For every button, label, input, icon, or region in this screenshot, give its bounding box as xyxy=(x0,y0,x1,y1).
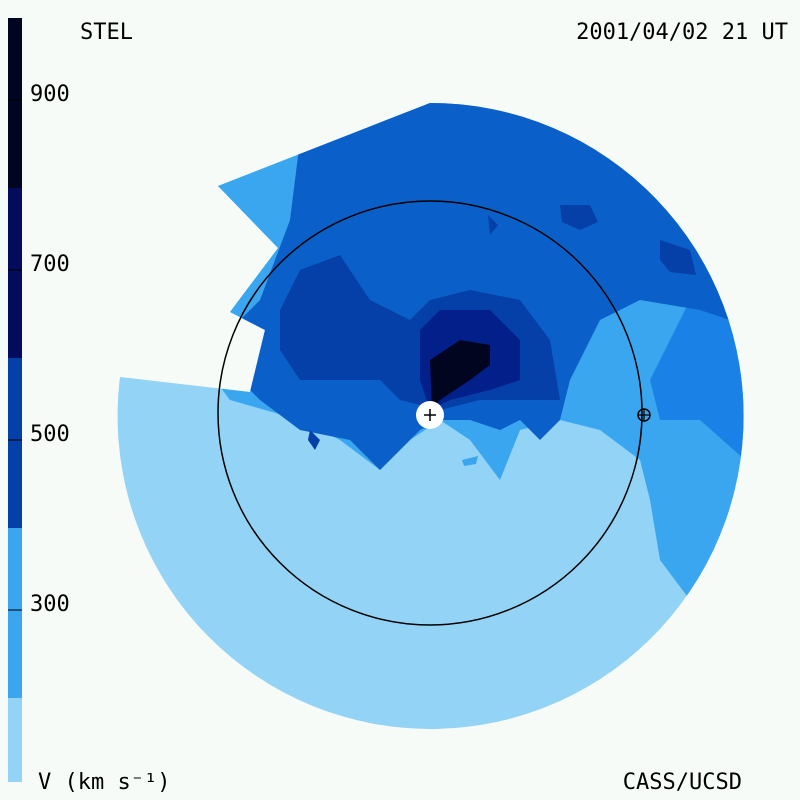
colorbar-band-4 xyxy=(8,528,22,698)
velocity-region xyxy=(560,205,598,230)
earth-orbit-circle xyxy=(217,200,643,626)
plus-icon xyxy=(416,401,444,429)
credit-label: CASS/UCSD xyxy=(622,770,742,795)
colorbar-band-2 xyxy=(8,188,22,358)
timestamp-label: 2001/04/02 21 UT xyxy=(576,20,788,45)
units-label: V (km s⁻¹) xyxy=(38,770,171,795)
velocity-region xyxy=(660,240,696,275)
colorbar-band-3 xyxy=(8,358,22,528)
colorbar-band-1 xyxy=(8,18,22,188)
velocity-region xyxy=(650,300,744,460)
observatory-label: STEL xyxy=(80,20,133,45)
velocity-region xyxy=(488,215,498,235)
velocity-region xyxy=(430,340,490,410)
colorbar-tick-label: 700 xyxy=(30,252,70,277)
velocity-region xyxy=(308,430,320,450)
colorbar-tick-label: 900 xyxy=(30,82,70,107)
colorbar-tick-label: 500 xyxy=(30,422,70,447)
colorbar-tick-label: 300 xyxy=(30,592,70,617)
colorbar-band-5 xyxy=(8,698,22,782)
velocity-region xyxy=(462,456,478,466)
colorbar xyxy=(8,18,22,782)
earth-symbol-icon xyxy=(637,408,651,422)
